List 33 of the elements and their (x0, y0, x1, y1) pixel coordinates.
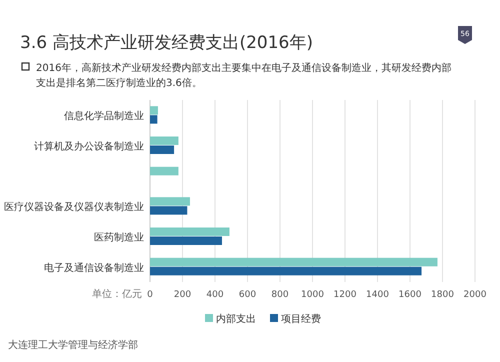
x-tick-label: 1200 (334, 290, 357, 300)
x-tick-label: 400 (206, 290, 224, 300)
chart-subtitle: 2016年，高新技术产业研发经费内部支出主要集中在电子及通信设备制造业，其研发经费内部支出是排名第二医疗制造业的3.6倍。 (36, 62, 452, 89)
x-tick-label: 600 (238, 290, 256, 300)
bar (150, 206, 188, 215)
y-tick-label: 医药制造业 (94, 232, 144, 244)
bar (150, 166, 178, 176)
x-tick-label: 0 (147, 290, 154, 300)
text: 单位：亿元 (92, 288, 142, 300)
bar (150, 258, 438, 266)
legend-label: 内部支出 (216, 313, 256, 325)
y-tick-label: 计算机及办公设备制造业 (34, 140, 144, 152)
x-tick-label: 1800 (431, 290, 454, 300)
bar (150, 236, 222, 245)
text: 大连理工大学管理与经济学部 (8, 339, 138, 351)
chart-title: 3.6 高技术产业研发经费支出(2016年) (20, 33, 313, 53)
x-tick-label: 200 (174, 290, 192, 300)
bar (150, 146, 174, 154)
x-tick-label: 800 (271, 290, 289, 300)
bar (150, 266, 422, 276)
x-tick-label: 1600 (398, 290, 422, 300)
bar (150, 106, 158, 115)
x-tick-label: 1400 (366, 290, 390, 300)
y-tick-label: 信息化学品制造业 (64, 110, 144, 122)
y-tick-label: 电子及通信设备制造业 (44, 262, 144, 274)
x-tick-label: 1000 (301, 290, 324, 300)
bar (150, 115, 158, 124)
y-tick-label: 医疗仪器设备及仪器仪表制造业 (4, 201, 144, 214)
bar (150, 197, 190, 206)
bar (150, 136, 178, 145)
x-tick-label: 2000 (464, 290, 487, 300)
bar (150, 228, 230, 236)
legend-label: 项目经费 (281, 313, 321, 325)
